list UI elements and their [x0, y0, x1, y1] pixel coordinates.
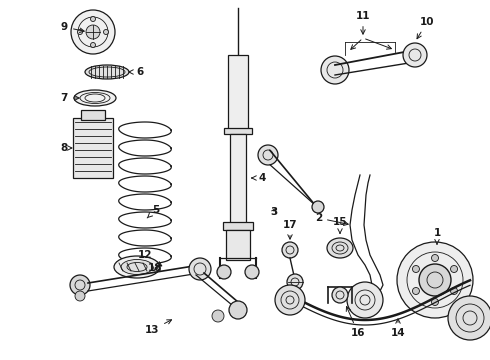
Ellipse shape [327, 238, 353, 258]
Text: 6: 6 [129, 67, 143, 77]
Text: 3: 3 [270, 207, 277, 217]
Ellipse shape [114, 256, 160, 278]
Bar [228, 55, 248, 130]
Circle shape [419, 264, 451, 296]
Circle shape [75, 291, 85, 301]
Circle shape [450, 266, 458, 273]
Text: 9: 9 [61, 22, 84, 32]
Ellipse shape [85, 65, 129, 79]
Circle shape [275, 285, 305, 315]
Bar [81, 110, 105, 120]
Circle shape [229, 301, 247, 319]
Circle shape [332, 287, 348, 303]
Circle shape [86, 25, 100, 39]
Circle shape [71, 10, 115, 54]
Ellipse shape [74, 90, 116, 106]
Text: 18: 18 [148, 263, 163, 273]
Bar [73, 118, 113, 178]
Text: 4: 4 [252, 173, 266, 183]
Circle shape [103, 30, 108, 35]
Circle shape [347, 282, 383, 318]
Text: 5: 5 [147, 205, 159, 218]
Circle shape [217, 265, 231, 279]
Circle shape [312, 201, 324, 213]
Circle shape [397, 242, 473, 318]
Text: 10: 10 [417, 17, 435, 39]
Circle shape [432, 298, 439, 306]
Circle shape [403, 43, 427, 67]
Circle shape [450, 288, 458, 294]
Circle shape [258, 145, 278, 165]
Circle shape [321, 56, 349, 84]
Circle shape [448, 296, 490, 340]
Text: 13: 13 [145, 320, 171, 335]
Circle shape [432, 255, 439, 261]
Bar [230, 134, 246, 224]
Circle shape [77, 30, 82, 35]
Circle shape [245, 265, 259, 279]
Circle shape [91, 17, 96, 22]
Circle shape [91, 42, 96, 48]
Circle shape [70, 275, 90, 295]
Circle shape [413, 288, 419, 294]
Bar [223, 222, 253, 230]
Text: 11: 11 [356, 11, 370, 34]
Text: 7: 7 [61, 93, 79, 103]
Ellipse shape [121, 260, 153, 274]
Bar [224, 128, 252, 134]
Text: 8: 8 [61, 143, 72, 153]
Circle shape [189, 258, 211, 280]
Text: 12: 12 [138, 250, 162, 266]
Text: 17: 17 [283, 220, 297, 239]
Text: 14: 14 [391, 319, 405, 338]
Text: 15: 15 [333, 217, 347, 233]
Circle shape [282, 242, 298, 258]
Text: 1: 1 [433, 228, 441, 244]
Text: 16: 16 [346, 307, 365, 338]
Text: 2: 2 [315, 213, 348, 225]
Circle shape [413, 266, 419, 273]
Circle shape [287, 274, 303, 290]
Bar [226, 230, 250, 260]
Circle shape [212, 310, 224, 322]
